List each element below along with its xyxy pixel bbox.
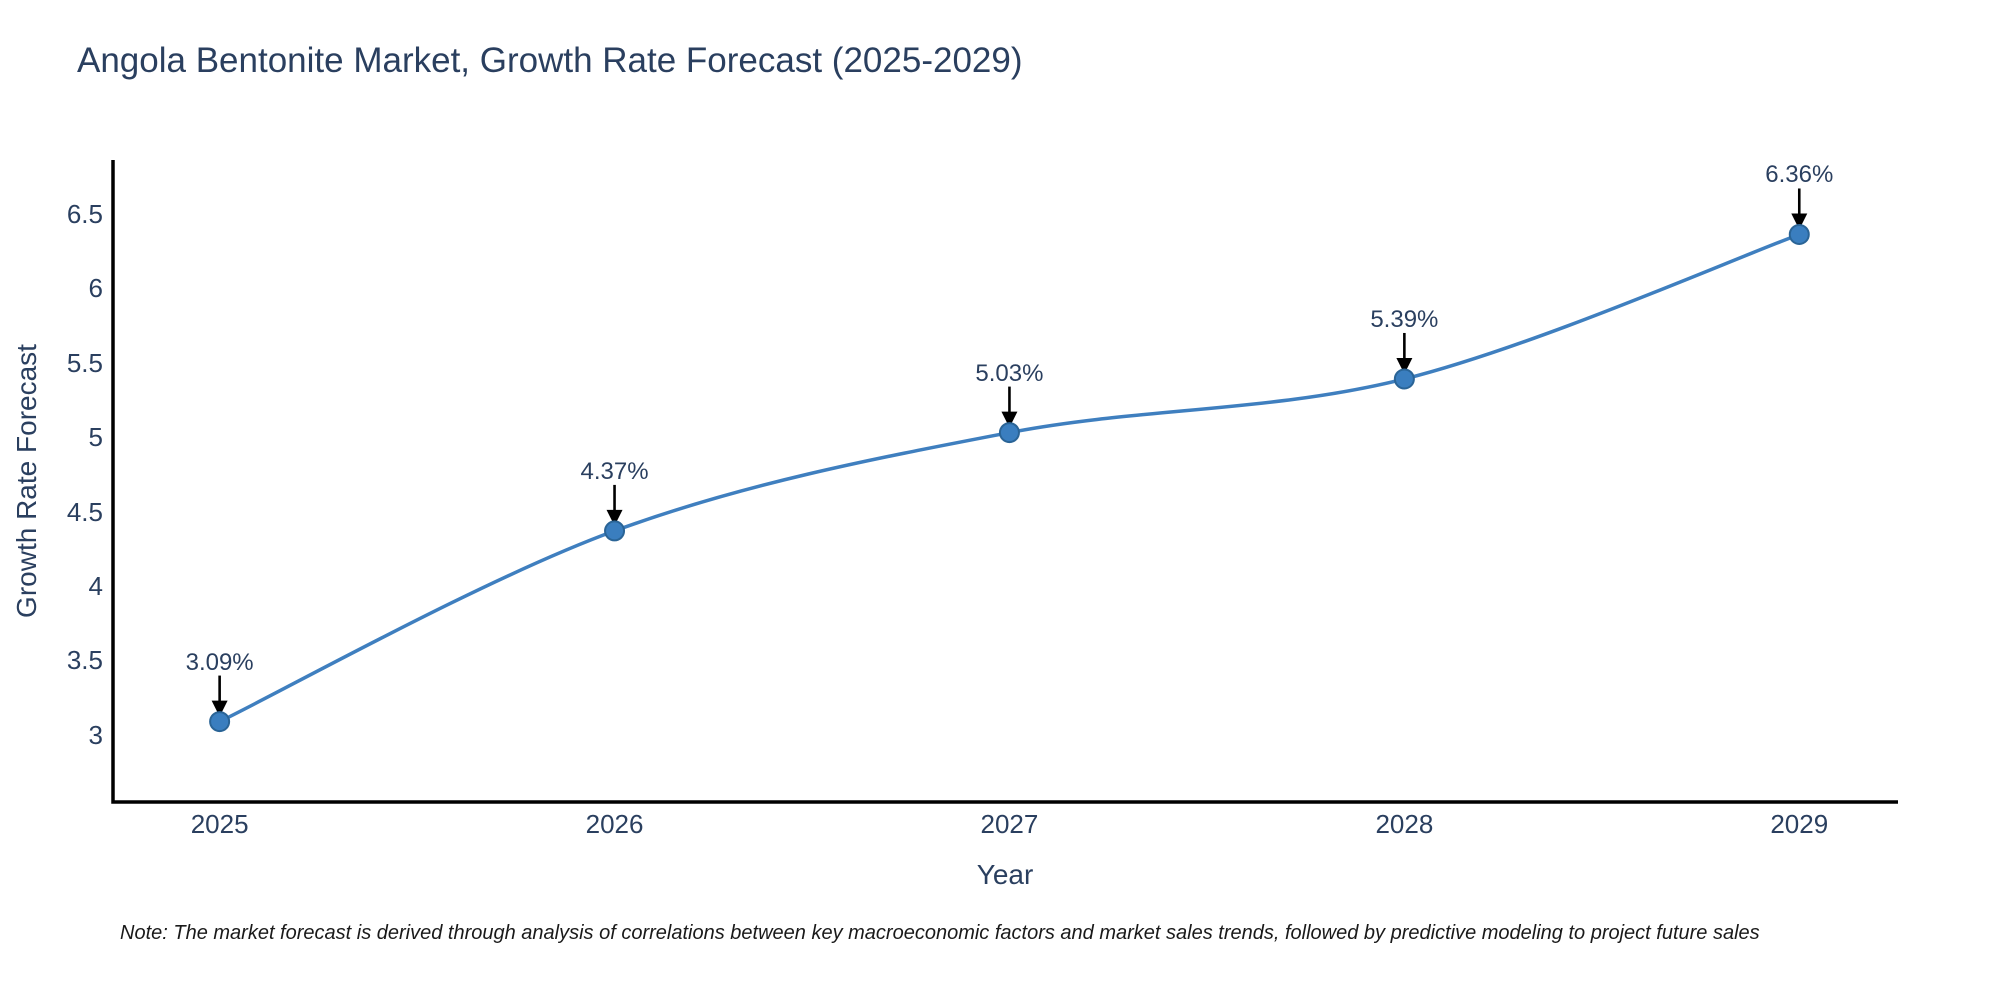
point-label: 5.39% xyxy=(1370,305,1439,333)
x-tick-label: 2027 xyxy=(980,809,1039,839)
axis-spines xyxy=(111,160,1898,804)
data-point-marker xyxy=(604,520,626,542)
x-axis-title: Year xyxy=(976,859,1034,890)
annotation-arrowhead xyxy=(606,509,623,526)
y-tick-label: 6.5 xyxy=(66,198,103,229)
y-tick-label: 6 xyxy=(88,273,103,304)
annotation-arrowhead xyxy=(1001,411,1018,428)
chart-title: Angola Bentonite Market, Growth Rate For… xyxy=(77,41,1023,80)
x-tick-label: 2029 xyxy=(1770,809,1829,839)
trend-line xyxy=(218,232,1800,724)
footnote: Note: The market forecast is derived thr… xyxy=(120,922,1760,944)
annotation-arrowhead xyxy=(211,700,228,717)
point-label: 5.03% xyxy=(975,359,1044,387)
y-tick-label: 3.5 xyxy=(66,645,103,676)
point-label: 6.36% xyxy=(1765,161,1834,189)
annotation-arrowhead xyxy=(1791,213,1808,230)
point-label: 4.37% xyxy=(580,457,649,485)
point-label: 3.09% xyxy=(185,648,254,676)
x-tick-label: 2025 xyxy=(190,809,249,839)
data-point-marker xyxy=(1788,223,1810,245)
annotation-arrowhead xyxy=(1396,357,1413,374)
data-point-marker xyxy=(209,711,231,733)
x-tick-label: 2026 xyxy=(585,809,644,839)
data-point-marker xyxy=(998,422,1020,444)
x-tick-label: 2028 xyxy=(1375,809,1434,839)
y-tick-label: 5.5 xyxy=(66,347,103,378)
y-tick-label: 4 xyxy=(88,571,103,601)
data-point-marker xyxy=(1393,368,1415,390)
y-tick-label: 5 xyxy=(88,422,103,453)
y-tick-label: 3 xyxy=(88,719,103,750)
y-tick-label: 4.5 xyxy=(66,496,103,527)
